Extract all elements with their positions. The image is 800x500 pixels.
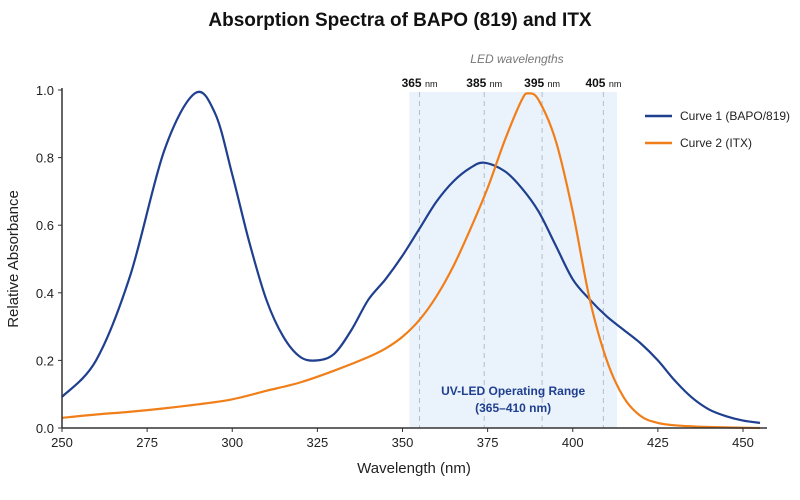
x-tick-label: 300 — [221, 435, 243, 450]
legend-label-curve-2: Curve 2 (ITX) — [680, 136, 752, 150]
legend: Curve 1 (BAPO/819) Curve 2 (ITX) — [645, 109, 790, 150]
x-tick-label: 375 — [477, 435, 499, 450]
y-tick-label: 0.2 — [36, 353, 54, 368]
x-tick-label: 275 — [136, 435, 158, 450]
y-tick-label: 0.0 — [36, 421, 54, 436]
x-tick-label: 450 — [732, 435, 754, 450]
led-marker-unit: nm — [425, 79, 438, 89]
y-tick-label: 0.4 — [36, 286, 54, 301]
led-wavelengths-header: LED wavelengths — [470, 52, 563, 66]
y-tick-label: 0.6 — [36, 218, 54, 233]
led-marker-unit: nm — [609, 79, 622, 89]
y-axis-label: Relative Absorbance — [5, 190, 22, 328]
x-axis-label: Wavelength (nm) — [357, 460, 471, 477]
series-line-curve-1 — [61, 90, 761, 425]
led-marker-label: 365 nm — [402, 76, 438, 90]
led-marker-label: 395 nm — [524, 76, 560, 90]
x-tick-label: 350 — [392, 435, 414, 450]
x-tick-label: 250 — [51, 435, 73, 450]
series-line-curve-2 — [61, 92, 761, 430]
uv-led-range-shading — [409, 92, 618, 428]
led-marker-unit: nm — [490, 79, 503, 89]
range-label-line2: (365–410 nm) — [475, 401, 551, 415]
led-marker-label: 385 nm — [466, 76, 502, 90]
x-tick-label: 400 — [562, 435, 584, 450]
range-label-line1: UV-LED Operating Range — [441, 384, 585, 398]
y-tick-label: 0.8 — [36, 151, 54, 166]
led-marker-label: 405 nm — [585, 76, 621, 90]
x-tick-label: 425 — [647, 435, 669, 450]
legend-label-curve-1: Curve 1 (BAPO/819) — [680, 109, 790, 123]
y-tick-label: 1.0 — [36, 83, 54, 98]
chart-title: Absorption Spectra of BAPO (819) and ITX — [208, 10, 592, 31]
led-marker-unit: nm — [548, 79, 561, 89]
x-tick-label: 325 — [307, 435, 329, 450]
